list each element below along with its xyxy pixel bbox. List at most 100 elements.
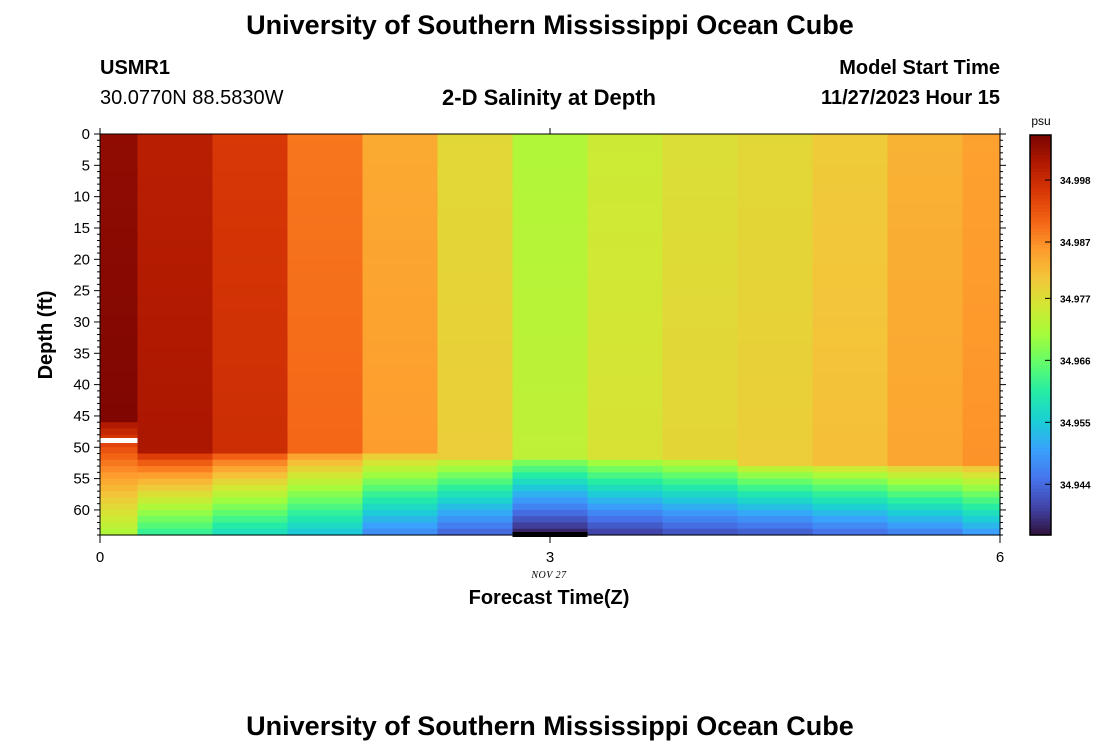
heatmap-cell <box>962 528 1001 536</box>
heatmap-cell <box>812 441 889 448</box>
heatmap-cell <box>887 321 964 329</box>
heatmap-cell <box>437 466 514 473</box>
heatmap-cell <box>662 422 739 430</box>
heatmap-cell <box>962 202 1001 210</box>
heatmap-cell <box>962 384 1001 392</box>
heatmap-cell <box>100 159 139 166</box>
colorbar-segment <box>1030 461 1051 466</box>
heatmap-cell <box>362 409 439 417</box>
colorbar-segment <box>1030 255 1051 259</box>
colorbar-segment <box>1030 465 1051 469</box>
heatmap-cell <box>212 165 289 173</box>
heatmap-cell <box>662 328 739 336</box>
heatmap-cell <box>437 459 514 467</box>
heatmap-cell <box>100 466 139 473</box>
heatmap-cell <box>587 415 664 423</box>
heatmap-cell <box>512 177 589 185</box>
heatmap-cell <box>662 140 739 148</box>
heatmap-cell <box>512 359 589 367</box>
colorbar-segment <box>1030 285 1051 289</box>
heatmap-cell <box>287 365 364 373</box>
heatmap-cell <box>512 428 589 436</box>
colorbar-segment <box>1030 211 1051 216</box>
heatmap-cell <box>737 296 814 304</box>
heatmap-cell <box>137 140 214 148</box>
heatmap-cell <box>212 209 289 217</box>
y-tick-label: 40 <box>73 377 90 394</box>
heatmap-cell <box>137 384 214 392</box>
heatmap-cell <box>887 303 964 311</box>
heatmap-cell <box>737 321 814 329</box>
heatmap-cell <box>812 365 889 373</box>
heatmap-cell <box>587 397 664 405</box>
heatmap-cell <box>362 347 439 354</box>
heatmap-cell <box>737 409 814 417</box>
heatmap-cell <box>212 284 289 292</box>
heatmap-cell <box>662 234 739 242</box>
heatmap-cell <box>287 384 364 392</box>
colorbar-segment <box>1030 441 1051 446</box>
heatmap-cell <box>512 516 589 524</box>
heatmap-cell <box>100 397 139 405</box>
heatmap-cell <box>662 509 739 517</box>
heatmap-cell <box>812 171 889 179</box>
heatmap-cell <box>437 522 514 530</box>
heatmap-cell <box>812 140 889 148</box>
heatmap-cell <box>137 397 214 405</box>
colorbar-segment <box>1030 315 1051 319</box>
heatmap-cell <box>587 177 664 185</box>
heatmap-cell <box>737 134 814 141</box>
colorbar-segment <box>1030 521 1051 526</box>
heatmap-cell <box>287 259 364 267</box>
heatmap-cell <box>137 152 214 160</box>
heatmap-cell <box>100 140 139 148</box>
heatmap-cell <box>362 497 439 505</box>
heatmap-cell <box>437 165 514 173</box>
heatmap-cell <box>887 434 964 442</box>
heatmap-cell <box>100 441 139 448</box>
heatmap-cell <box>287 334 364 342</box>
heatmap-cell <box>737 359 814 367</box>
colorbar-segment <box>1030 338 1051 343</box>
heatmap-cell <box>737 428 814 436</box>
heatmap-cell <box>587 384 664 392</box>
heatmap-cell <box>137 365 214 373</box>
heatmap-cell <box>362 259 439 267</box>
heatmap-cell <box>512 378 589 386</box>
colorbar-tick-label: 34.998 <box>1060 176 1091 187</box>
heatmap-cell <box>287 184 364 191</box>
heatmap-cell <box>362 184 439 191</box>
colorbar-segment <box>1030 258 1051 263</box>
heatmap-cell <box>287 459 364 467</box>
colorbar-tick-label: 34.944 <box>1060 480 1091 491</box>
colorbar-segment <box>1030 308 1051 313</box>
heatmap-cell <box>212 202 289 210</box>
colorbar-segment <box>1030 221 1051 226</box>
heatmap-cell <box>587 478 664 486</box>
colorbar-segment <box>1030 488 1051 493</box>
heatmap-cell <box>212 484 289 492</box>
heatmap-cell <box>362 253 439 260</box>
heatmap-cells <box>100 134 1001 536</box>
colorbar-segment <box>1030 275 1051 279</box>
heatmap-cell <box>137 177 214 185</box>
heatmap-cell <box>662 303 739 311</box>
heatmap-cell <box>212 227 289 235</box>
colorbar-segment <box>1030 425 1051 429</box>
heatmap-cell <box>887 428 964 436</box>
heatmap-cell <box>887 403 964 411</box>
heatmap-cell <box>137 134 214 141</box>
heatmap-cell <box>512 265 589 273</box>
colorbar: 34.998 34.987 34.977 34.966 34.955 34.944 <box>1029 134 1091 536</box>
heatmap-cell <box>362 422 439 430</box>
colorbar-segment <box>1030 318 1051 323</box>
heatmap-cell <box>812 146 889 154</box>
colorbar-segment <box>1030 435 1051 439</box>
heatmap-cell <box>100 202 139 210</box>
heatmap-cell <box>812 384 889 392</box>
heatmap-cell <box>662 491 739 499</box>
heatmap-cell <box>512 234 589 242</box>
heatmap-cell <box>287 378 364 386</box>
heatmap-cell <box>362 296 439 304</box>
heatmap-cell <box>362 146 439 154</box>
